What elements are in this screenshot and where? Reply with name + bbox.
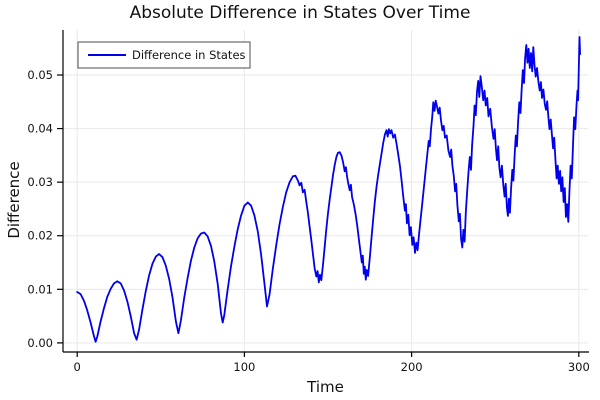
y-tick-label: 0.02 [27, 229, 53, 243]
chart-title: Absolute Difference in States Over Time [129, 3, 471, 23]
y-axis-label: Difference [5, 161, 23, 239]
legend: Difference in States [77, 41, 251, 69]
gridlines [63, 30, 588, 352]
y-tick-label: 0.04 [27, 122, 53, 136]
legend-label: Difference in States [132, 48, 246, 62]
x-tick-label: 100 [233, 360, 255, 374]
axes [57, 30, 589, 357]
tick-labels: 0 100 200 300 0.00 0.01 0.02 0.03 0.04 0.05 [27, 68, 589, 374]
y-tick-label: 0.05 [27, 68, 53, 82]
x-axis-label: Time [307, 378, 344, 396]
x-tick-label: 200 [401, 360, 423, 374]
x-tick-label: 300 [568, 360, 590, 374]
x-tick-label: 0 [74, 360, 81, 374]
y-tick-label: 0.01 [27, 282, 53, 296]
y-tick-label: 0.03 [27, 175, 53, 189]
series-line [76, 36, 581, 343]
y-tick-label: 0.00 [27, 336, 53, 350]
